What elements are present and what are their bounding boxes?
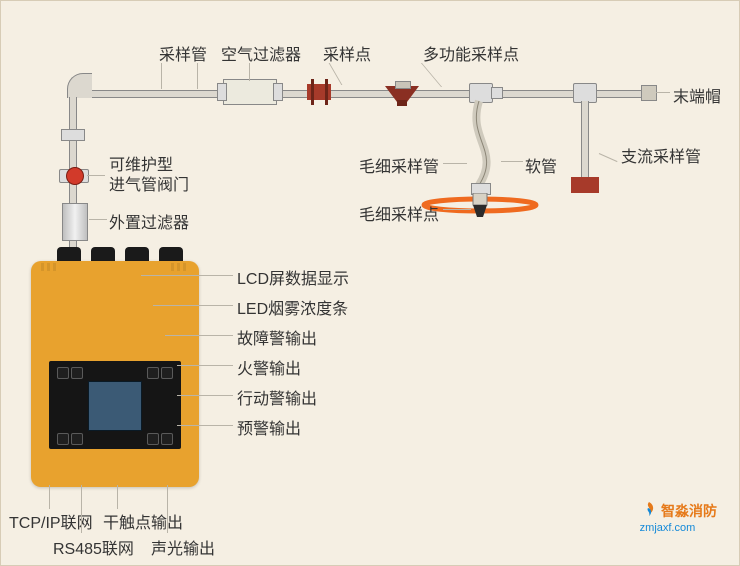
lead-line (87, 175, 105, 176)
label-sampling-point: 采样点 (323, 41, 371, 65)
lead-line (153, 305, 233, 306)
panel-button[interactable] (161, 433, 173, 445)
air-filter-box (223, 79, 277, 105)
label-rs485: RS485联网 (53, 535, 134, 559)
label-capillary-pipe: 毛细采样管 (359, 153, 439, 177)
label-lcd: LCD屏数据显示 (237, 265, 349, 289)
label-pre: 预警输出 (237, 415, 301, 439)
flexible-hose (451, 99, 521, 191)
lead-line (599, 153, 618, 162)
lead-line (443, 209, 471, 210)
label-audio: 声光输出 (151, 535, 215, 559)
lead-line (141, 275, 233, 276)
brand-logo: 智淼消防 zmjaxf.com (640, 501, 717, 535)
device-panel (49, 361, 181, 449)
lead-line (89, 219, 107, 220)
lead-line (49, 485, 50, 509)
end-cap (641, 85, 657, 101)
label-ext-filter: 外置过滤器 (109, 209, 189, 233)
lead-line (81, 485, 82, 533)
panel-button[interactable] (147, 433, 159, 445)
panel-button[interactable] (57, 367, 69, 379)
label-sampling-pipe: 采样管 (159, 41, 207, 65)
multi-tee-collar (395, 81, 411, 89)
panel-button[interactable] (57, 433, 69, 445)
lead-line (117, 485, 118, 509)
panel-button[interactable] (161, 367, 173, 379)
label-multi-point: 多功能采样点 (423, 41, 519, 65)
air-filter-cap (217, 83, 227, 101)
main-pipe (86, 90, 657, 98)
tee-arm (491, 87, 503, 99)
logo-name: 智淼消防 (661, 503, 717, 519)
lead-line (249, 63, 250, 81)
lead-line (656, 92, 670, 93)
label-end-cap: 末端帽 (673, 83, 721, 107)
lead-line (197, 63, 198, 89)
device-inlet (91, 247, 115, 261)
external-filter (62, 203, 88, 241)
detector-device (31, 261, 199, 487)
sampling-point-bar (325, 79, 328, 105)
label-maint-valve-l2: 进气管阀门 (109, 171, 189, 195)
label-fire: 火警输出 (237, 355, 301, 379)
lead-line (177, 365, 233, 366)
air-filter-cap (273, 83, 283, 101)
pipe-joint (61, 129, 85, 141)
logo-domain: zmjaxf.com (640, 522, 696, 534)
sampling-point-bar (311, 79, 314, 105)
lead-line (167, 485, 168, 533)
device-inlet (125, 247, 149, 261)
panel-button[interactable] (71, 367, 83, 379)
label-action: 行动警输出 (237, 385, 317, 409)
lead-line (329, 63, 343, 85)
label-led: LED烟雾浓度条 (237, 295, 348, 319)
lead-line (443, 163, 467, 164)
flame-icon (640, 501, 658, 519)
lcd-screen (88, 381, 142, 431)
lead-line (177, 395, 233, 396)
tee-fitting (573, 83, 597, 103)
panel-button[interactable] (71, 433, 83, 445)
panel-brand-text (55, 351, 57, 358)
valve-handle (66, 167, 84, 185)
label-air-filter: 空气过滤器 (221, 41, 301, 65)
pipe-elbow (67, 73, 92, 98)
lead-line (177, 425, 233, 426)
multi-sampling-funnel (385, 86, 419, 108)
branch-sampling-node (571, 177, 599, 193)
lead-line (161, 63, 162, 89)
device-inlet (57, 247, 81, 261)
label-branch-pipe: 支流采样管 (621, 143, 701, 167)
lead-line (501, 161, 523, 162)
branch-pipe (581, 101, 589, 181)
panel-button[interactable] (147, 367, 159, 379)
label-fault: 故障警输出 (237, 325, 317, 349)
lead-line (165, 335, 233, 336)
label-hose: 软管 (525, 153, 557, 177)
device-inlet (159, 247, 183, 261)
lead-line (421, 63, 442, 87)
label-capillary-point: 毛细采样点 (359, 201, 439, 225)
label-dry: 干触点输出 (103, 509, 183, 533)
